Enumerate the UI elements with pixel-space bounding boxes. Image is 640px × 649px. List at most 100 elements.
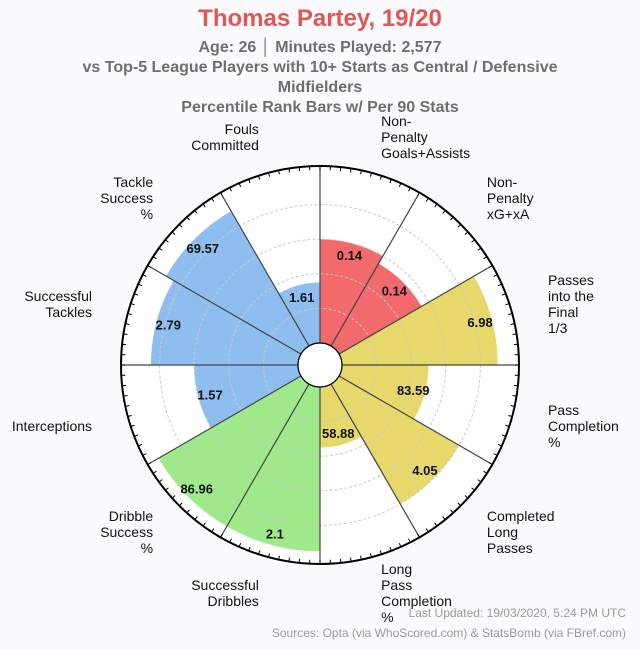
category-label-1-line-0: Non-	[487, 174, 518, 190]
tick-101	[152, 256, 157, 260]
tick-84	[130, 424, 135, 427]
category-label-2-line-1: into the	[548, 288, 594, 304]
tick-40	[488, 462, 493, 465]
tick-100	[147, 265, 152, 268]
spoke-10	[147, 264, 302, 355]
tick-115	[268, 172, 271, 177]
tick-106	[186, 216, 190, 221]
tick-41	[483, 470, 488, 474]
category-label-9-line-1: Tackles	[45, 304, 92, 320]
value-label-3: 83.59	[397, 383, 430, 398]
age-minutes-line: Age: 26 │ Minutes Played: 2,577	[198, 39, 442, 56]
category-label-6-line-0: Successful	[191, 577, 259, 593]
tick-24	[505, 303, 510, 306]
bar-9	[150, 280, 301, 365]
tick-98	[138, 283, 143, 287]
tick-19	[483, 256, 488, 260]
tick-87	[123, 395, 128, 397]
tick-63	[288, 557, 290, 562]
spoke-7	[219, 383, 310, 538]
bar-4	[331, 376, 459, 504]
bar-6	[226, 384, 320, 552]
tick-46	[450, 509, 454, 514]
tick-5	[369, 172, 372, 177]
tick-54	[379, 550, 382, 555]
tick-47	[442, 516, 446, 520]
tick-15	[457, 223, 462, 228]
tick-27	[512, 333, 517, 335]
category-label-7-line-0: Dribble	[109, 508, 154, 524]
category-label-2-line-2: Final	[548, 304, 578, 320]
tick-13	[442, 210, 446, 214]
tick-12	[434, 203, 438, 208]
tick-66	[258, 550, 261, 555]
tick-111	[229, 187, 232, 192]
tick-105	[178, 223, 183, 228]
category-label-5-line-2: Completion	[381, 593, 452, 609]
tick-102	[158, 247, 163, 251]
bar-10	[166, 211, 309, 354]
tick-85	[127, 414, 132, 417]
category-label-11-line-1: Committed	[191, 137, 259, 153]
tick-69	[229, 538, 232, 543]
spoke-1	[330, 192, 421, 347]
tick-104	[171, 231, 176, 235]
category-label-6: Successful Dribbles	[191, 577, 259, 609]
category-label-4: Completed Long Passes	[487, 508, 555, 556]
tick-82	[138, 443, 143, 447]
category-label-3: Pass Completion%	[548, 402, 619, 450]
tick-34	[510, 405, 515, 407]
tick-4	[360, 170, 362, 175]
tick-43	[471, 487, 475, 491]
tick-6	[379, 175, 382, 180]
category-label-10-line-1: Success	[100, 190, 153, 206]
tick-117	[288, 168, 290, 173]
tick-3	[350, 168, 352, 173]
category-label-10-line-2: %	[141, 206, 153, 222]
tick-95	[127, 313, 132, 316]
tick-99	[142, 274, 147, 277]
tick-96	[130, 303, 135, 306]
tick-14	[450, 216, 454, 221]
category-label-0-line-2: Goals+Assists	[381, 145, 470, 161]
tick-35	[508, 414, 513, 417]
tick-112	[238, 183, 242, 188]
tick-75	[178, 502, 183, 507]
category-label-6-line-1: Dribbles	[208, 593, 259, 609]
tick-64	[278, 555, 280, 560]
bar-7	[158, 376, 309, 527]
bar-5	[320, 384, 362, 448]
value-label-8: 1.57	[197, 387, 222, 402]
tick-107	[194, 210, 198, 214]
tick-79	[152, 470, 157, 474]
tick-10	[417, 192, 420, 197]
tick-45	[457, 502, 462, 507]
tick-83	[134, 434, 139, 437]
category-label-1-line-2: xG+xA	[487, 206, 530, 222]
tick-52	[398, 542, 402, 547]
tick-53	[389, 546, 392, 551]
category-label-5: Long Pass Completion%	[381, 561, 452, 625]
tick-70	[220, 533, 223, 538]
tick-20	[488, 265, 493, 268]
tick-56	[360, 555, 362, 560]
tick-114	[258, 175, 261, 180]
chart-subtitle: Percentile Rank Bars w/ Per 90 Stats	[181, 99, 459, 116]
tick-86	[125, 405, 130, 407]
tick-80	[147, 462, 152, 465]
category-label-2-line-3: 1/3	[548, 320, 568, 336]
value-label-2: 6.98	[467, 315, 492, 330]
category-label-5-line-1: Pass	[381, 577, 412, 593]
chart-title: Thomas Partey, 19/20	[198, 5, 442, 32]
data-sources: Sources: Opta (via WhoScored.com) & Stat…	[271, 626, 626, 640]
tick-93	[123, 333, 128, 335]
bar-8	[194, 365, 301, 428]
tick-74	[186, 509, 190, 514]
tick-51	[408, 538, 411, 543]
tick-8	[398, 183, 402, 188]
tick-33	[512, 395, 517, 397]
category-label-1: Non-Penalty xG+xA	[487, 174, 534, 222]
tick-116	[278, 170, 280, 175]
